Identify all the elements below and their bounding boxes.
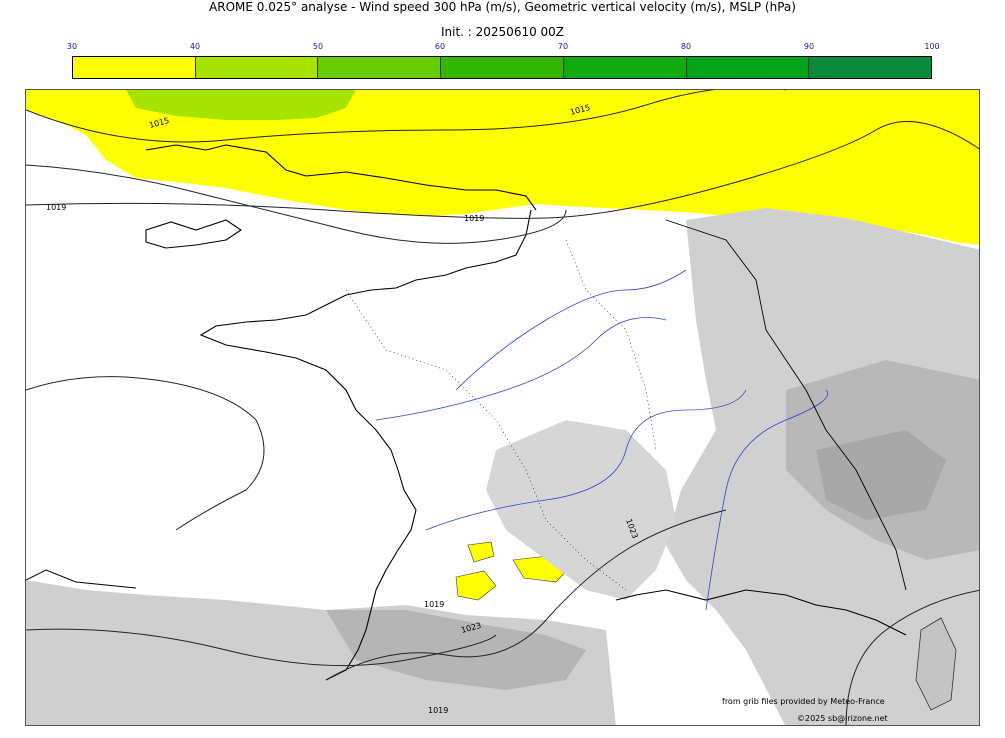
isobar (26, 164, 567, 244)
wind-patch (467, 541, 495, 563)
map-title: AROME 0.025° analyse - Wind speed 300 hP… (209, 0, 796, 14)
isobar-label: 1019 (428, 706, 448, 715)
colorbar-segment (809, 57, 932, 78)
vertical-velocity-region (486, 420, 676, 600)
colorbar-segment (563, 57, 687, 78)
isobar-label: 1019 (46, 203, 66, 212)
wind-patch (455, 570, 497, 601)
colorbar-tick: 100 (924, 42, 940, 51)
colorbar-tick: 80 (680, 42, 692, 51)
vertical-velocity-region (816, 430, 946, 520)
map-svg: 1015 1015 1019 1019 1019 1023 1023 1019 (26, 90, 979, 725)
isobar-label: 1019 (464, 214, 484, 223)
coastline (26, 569, 137, 589)
river (705, 389, 828, 611)
colorbar-segment (441, 57, 564, 78)
colorbar-tick: 40 (189, 42, 201, 51)
isobar-label: 1019 (424, 600, 444, 609)
vertical-velocity-region (26, 580, 616, 725)
isobar (26, 121, 979, 219)
coastline (615, 589, 907, 636)
colorbar-ticks: 30 40 50 60 70 80 90 100 (67, 42, 940, 54)
river (375, 317, 667, 421)
jet-core-band (126, 90, 356, 120)
vertical-velocity-region (915, 617, 957, 711)
colorbar-tick: 90 (803, 42, 815, 51)
isobar (26, 628, 497, 667)
data-credit: from grib files provided by Meteo-France (722, 697, 885, 706)
river (425, 389, 747, 531)
colorbar-segment (195, 57, 319, 78)
isobar (325, 509, 727, 681)
isobar (26, 90, 786, 143)
colorbar-tick: 50 (312, 42, 324, 51)
country-border (665, 219, 907, 591)
copyright: ©2025 sb@irizone.net (797, 714, 888, 723)
jet-stream-band (26, 90, 979, 245)
colorbar-segment (73, 57, 196, 78)
colorbar-segment (318, 57, 442, 78)
colorbar (72, 56, 932, 79)
colorbar-tick: 60 (434, 42, 446, 51)
map-area: 1015 1015 1019 1019 1019 1023 1023 1019 (25, 89, 980, 726)
river (455, 269, 687, 391)
colorbar-tick: 30 (66, 42, 78, 51)
init-time: Init. : 20250610 00Z (440, 25, 565, 39)
coastline (199, 209, 532, 681)
isobar (26, 376, 265, 531)
colorbar-tick: 70 (557, 42, 569, 51)
region-border (565, 239, 657, 451)
coastline (145, 144, 537, 211)
isobar (845, 589, 979, 725)
colorbar-segment (686, 57, 810, 78)
coastline (145, 219, 242, 249)
vertical-velocity-region (326, 610, 586, 690)
